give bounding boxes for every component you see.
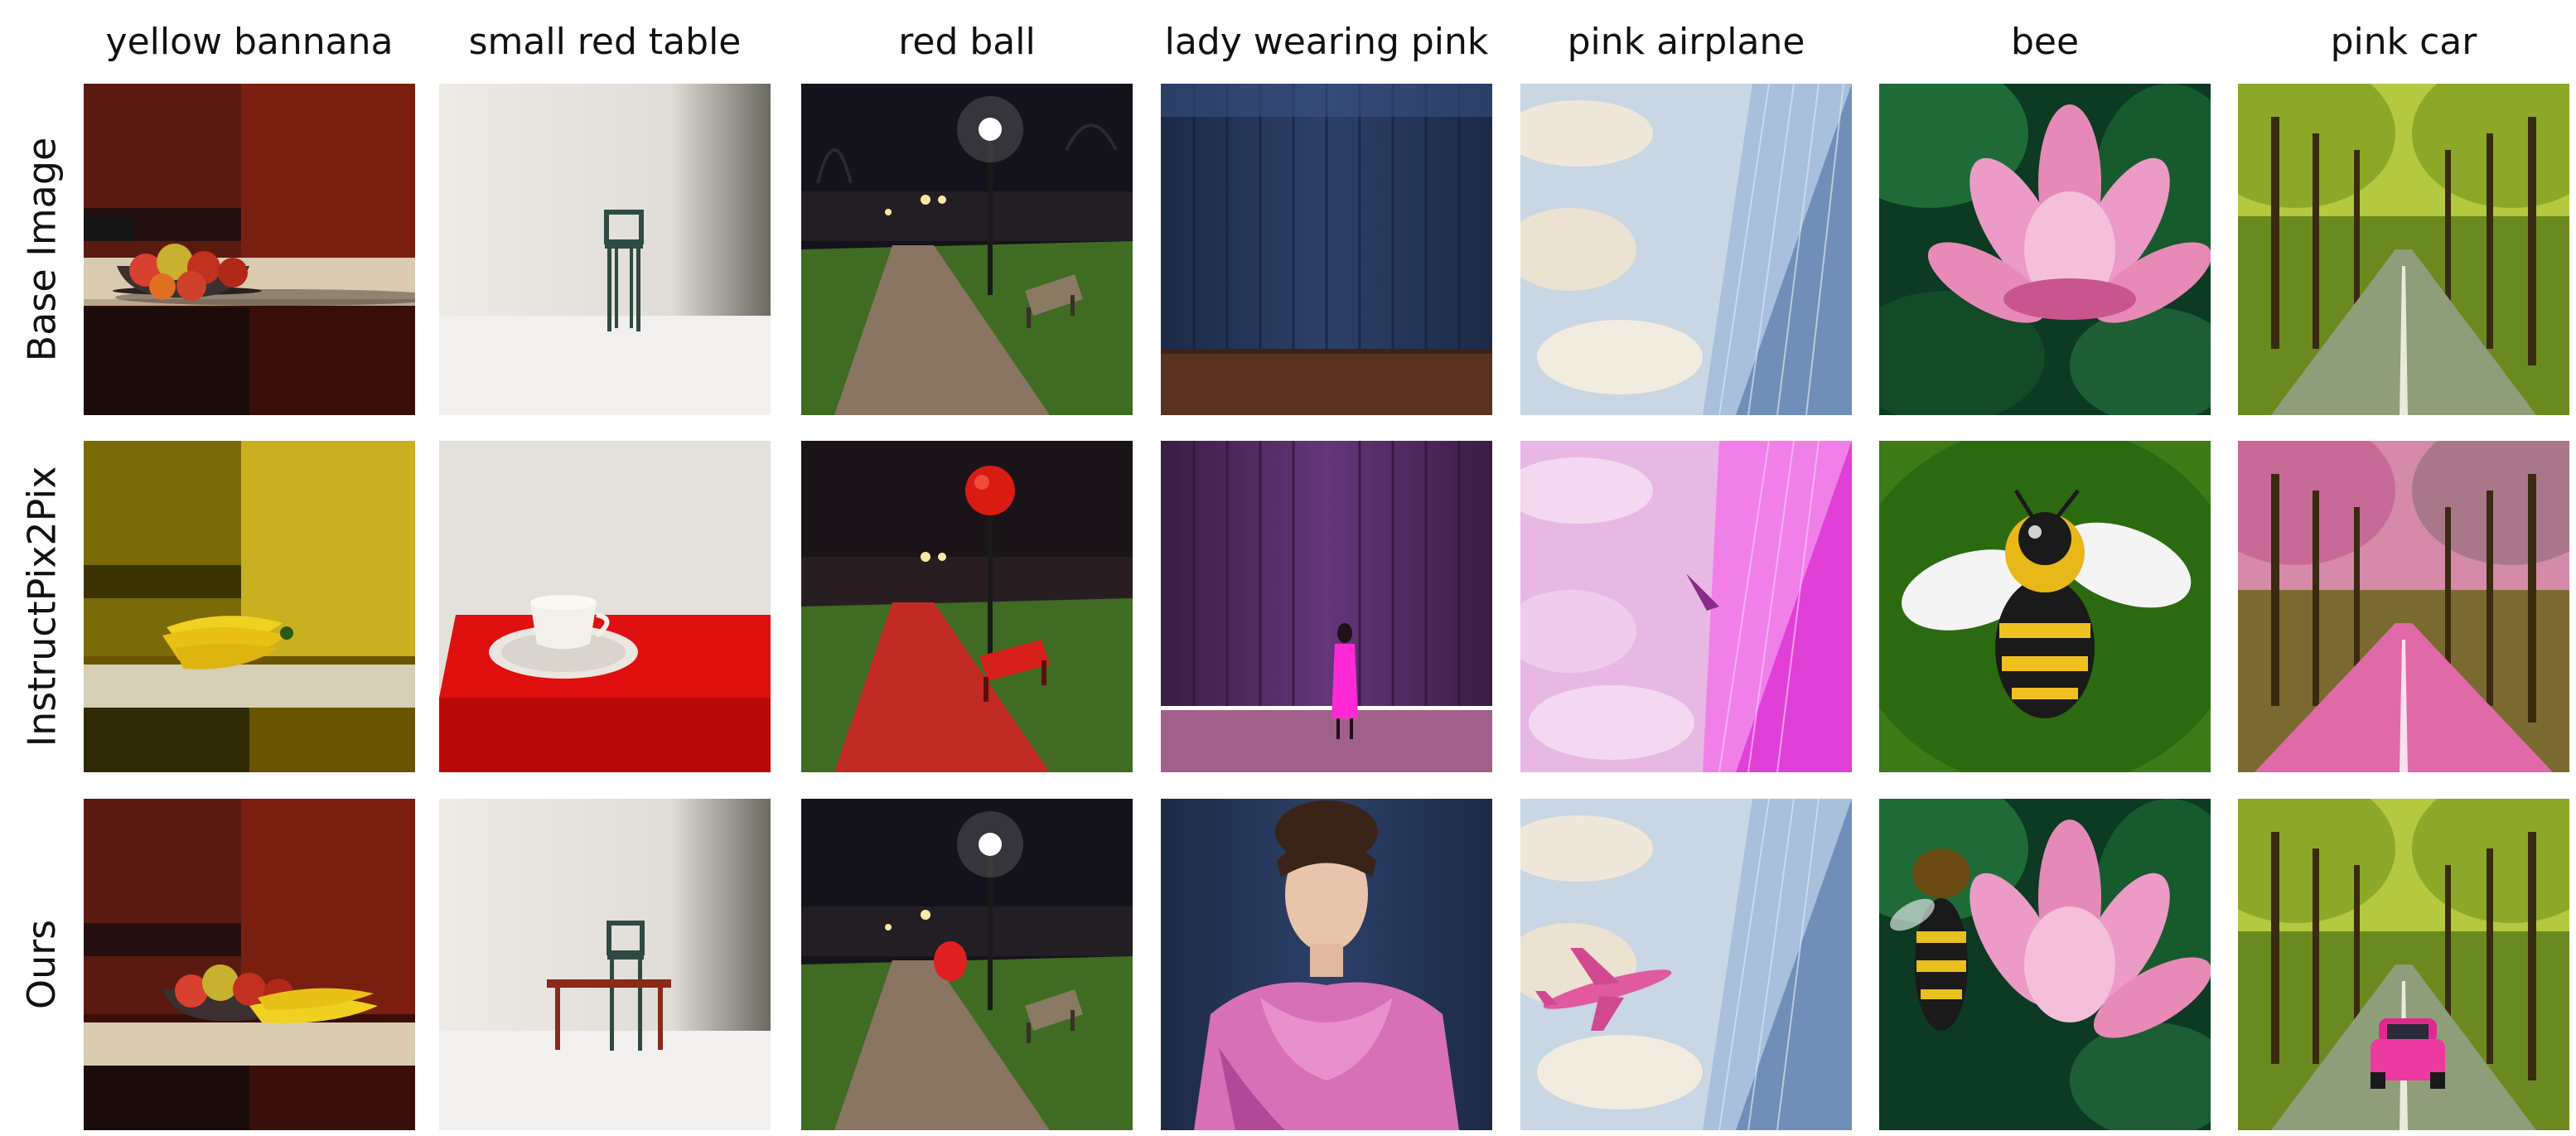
column-header-small-red-table: small red table	[468, 20, 742, 63]
image-ours-lady-wearing-pink	[1161, 799, 1492, 1130]
image-base-red-ball	[801, 84, 1133, 415]
row-label-base-image: Base Image	[8, 84, 75, 415]
column-header-bee: bee	[2010, 20, 2080, 63]
row-label-text: Base Image	[19, 137, 65, 362]
column-header-pink-car: pink car	[2330, 20, 2477, 63]
row-label-ours: Ours	[8, 799, 75, 1130]
image-ours-small-red-table	[439, 799, 771, 1130]
image-base-pink-car	[2238, 84, 2569, 415]
image-instructpix2pix-pink-airplane	[1520, 441, 1852, 772]
image-base-small-red-table	[439, 84, 771, 415]
image-instructpix2pix-bee	[1879, 441, 2211, 772]
image-instructpix2pix-lady-wearing-pink	[1161, 441, 1492, 772]
row-label-text: Ours	[19, 919, 64, 1010]
image-base-yellow-bannana	[84, 84, 415, 415]
image-ours-pink-airplane	[1520, 799, 1852, 1130]
image-ours-bee	[1879, 799, 2211, 1130]
row-label-text: InstructPix2Pix	[19, 466, 65, 747]
column-header-pink-airplane: pink airplane	[1567, 20, 1805, 63]
image-instructpix2pix-yellow-bannana	[84, 441, 415, 772]
image-instructpix2pix-red-ball	[801, 441, 1133, 772]
image-ours-yellow-bannana	[84, 799, 415, 1130]
image-ours-red-ball	[801, 799, 1133, 1130]
row-label-instructpix2pix: InstructPix2Pix	[8, 441, 75, 772]
image-base-bee	[1879, 84, 2211, 415]
column-header-red-ball: red ball	[898, 20, 1036, 63]
image-ours-pink-car	[2238, 799, 2569, 1130]
image-instructpix2pix-small-red-table	[439, 441, 771, 772]
column-header-yellow-bannana: yellow bannana	[105, 20, 394, 63]
column-header-lady-wearing-pink: lady wearing pink	[1164, 20, 1489, 63]
image-base-lady-wearing-pink	[1161, 84, 1492, 415]
image-base-pink-airplane	[1520, 84, 1852, 415]
image-instructpix2pix-pink-car	[2238, 441, 2569, 772]
